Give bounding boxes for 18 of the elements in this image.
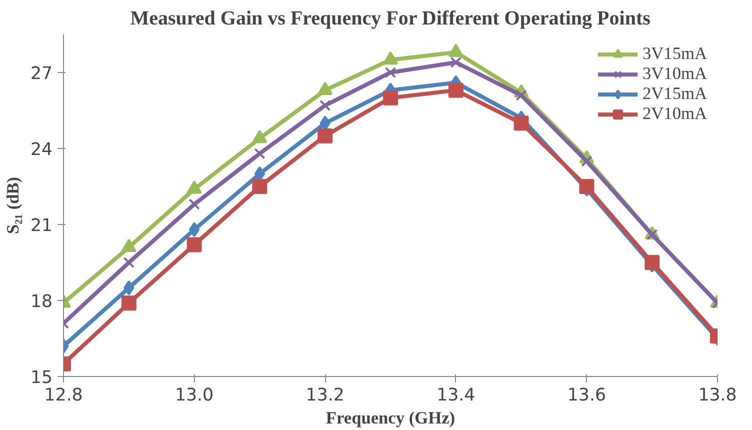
y-tick-label: 18: [30, 292, 53, 312]
x-tick-label: 13.8: [698, 386, 737, 406]
x-tick-label: 13.0: [175, 386, 214, 406]
legend-label: 2V15mA: [642, 84, 707, 104]
x-tick-label: 12.8: [44, 386, 83, 406]
y-tick-label: 15: [30, 368, 53, 388]
y-tick-label: 24: [30, 140, 53, 160]
x-tick-label: 13.4: [436, 386, 476, 406]
legend-label: 3V15mA: [642, 44, 707, 64]
x-tick-label: 13.6: [567, 386, 606, 406]
legend-label: 2V10mA: [642, 104, 707, 124]
chart-title: Measured Gain vs Frequency For Different Operating Points: [130, 8, 651, 30]
x-tick-label: 13.2: [306, 386, 344, 406]
x-axis-title: Frequency (GHz): [326, 408, 456, 428]
y-axis-title: S₂₁ (dB): [3, 176, 22, 234]
y-tick-label: 27: [30, 64, 53, 84]
y-tick-label: 21: [30, 216, 53, 236]
legend-label: 3V10mA: [642, 64, 707, 84]
